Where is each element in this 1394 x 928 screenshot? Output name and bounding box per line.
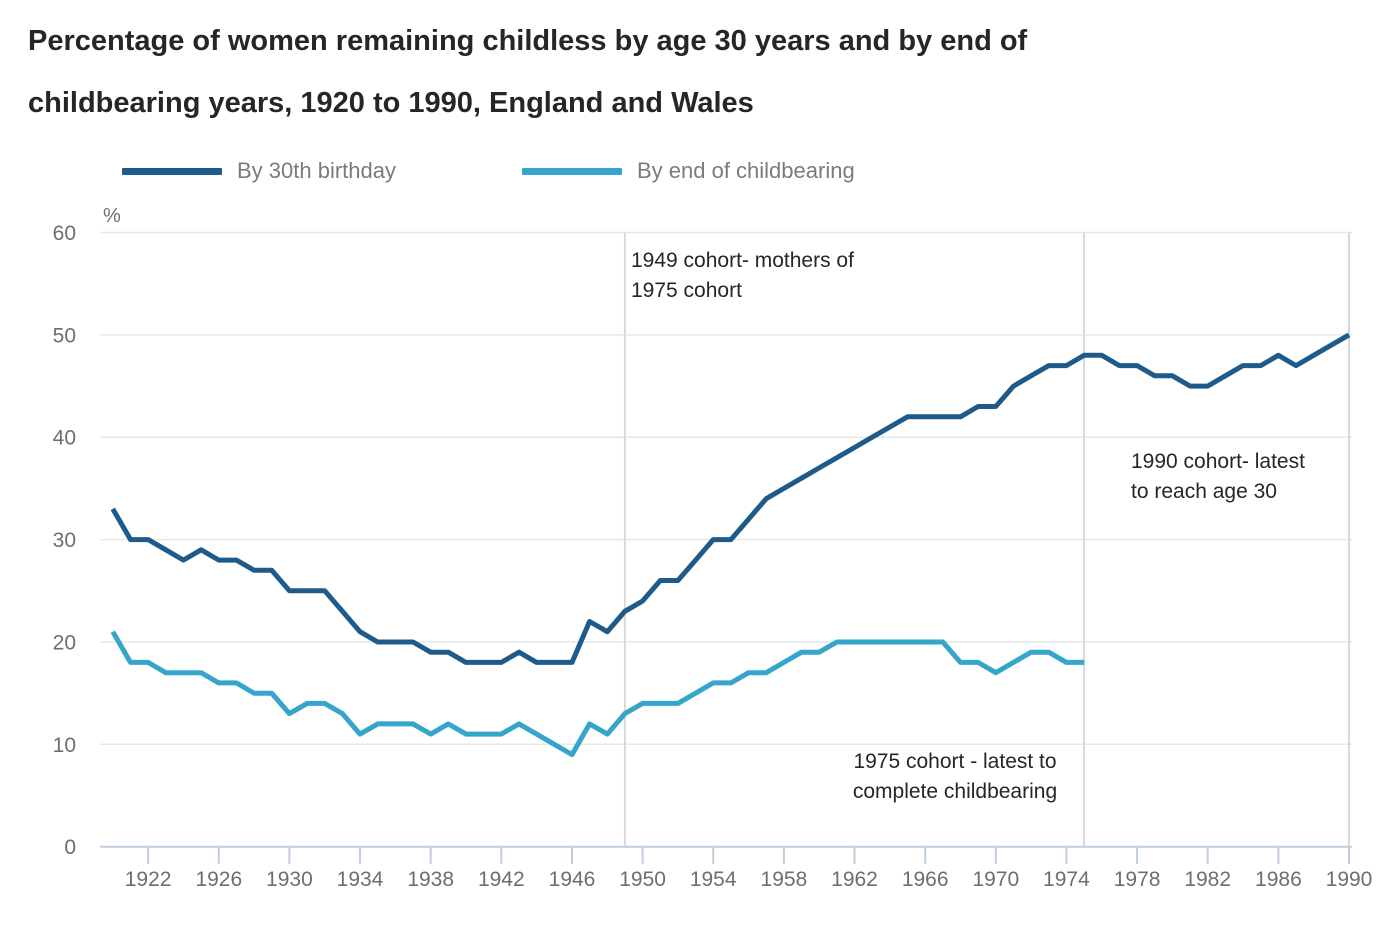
x-axis — [100, 845, 1352, 864]
series-line-by-end-of-childbearing — [110, 630, 1085, 758]
x-tick-label-1926: 1926 — [195, 868, 242, 891]
annotation-1990-line2: to reach age 30 — [1131, 480, 1277, 503]
x-tick-label-1970: 1970 — [972, 868, 1019, 891]
gridlines — [100, 231, 1352, 746]
x-tick-label-1966: 1966 — [902, 868, 949, 891]
y-tick-labels: 0 10 20 30 40 50 60% — [53, 205, 121, 859]
legend-item-by-30th-birthday: By 30th birthday — [122, 158, 396, 184]
y-tick-label-20: 20 — [53, 632, 76, 655]
series-line-by-30th-birthday — [110, 332, 1351, 665]
chart-title-line1: Percentage of women remaining childless … — [28, 25, 1028, 57]
x-tick-label-1954: 1954 — [690, 868, 737, 891]
y-axis-unit-label: % — [103, 205, 121, 227]
annotation-1990-cohort: 1990 cohort- latest to reach age 30 — [1131, 447, 1305, 507]
legend-swatch-by-30th-birthday — [122, 167, 222, 175]
y-tick-label-30: 30 — [53, 529, 76, 552]
y-tick-label-50: 50 — [53, 324, 76, 347]
legend-label-by-end-of-childbearing: By end of childbearing — [636, 158, 855, 183]
y-tick-label-0: 0 — [64, 836, 76, 859]
x-tick-labels: 1922 1926 1930 1934 1938 1942 1946 1950 1954 1958… — [125, 868, 1373, 891]
cohort-marker-lines — [623, 232, 1350, 847]
annotation-1975-line1: 1975 cohort - latest to — [853, 750, 1057, 773]
chart-title: Percentage of women remaining childless … — [28, 10, 1228, 134]
x-tick-label-1946: 1946 — [549, 868, 596, 891]
legend-swatch-by-end-of-childbearing — [521, 167, 622, 175]
chart-title-line2: childbearing years, 1920 to 1990, Englan… — [28, 87, 754, 119]
x-tick-label-1978: 1978 — [1114, 868, 1161, 891]
x-tick-label-1986: 1986 — [1255, 868, 1302, 891]
annotation-1975-cohort: 1975 cohort - latest to complete childbe… — [825, 747, 1085, 807]
legend-label-by-30th-birthday: By 30th birthday — [237, 158, 396, 183]
annotation-1990-line1: 1990 cohort- latest — [1131, 450, 1305, 473]
y-tick-label-10: 10 — [53, 734, 76, 757]
annotation-1949-line1: 1949 cohort- mothers of — [631, 249, 854, 272]
x-tick-label-1958: 1958 — [761, 868, 808, 891]
y-tick-label-60: 60 — [53, 222, 76, 245]
x-tick-label-1934: 1934 — [337, 868, 384, 891]
legend: By 30th birthday By end of childbearing — [122, 158, 855, 184]
x-tick-label-1950: 1950 — [619, 868, 666, 891]
x-tick-label-1974: 1974 — [1043, 868, 1090, 891]
x-tick-label-1938: 1938 — [407, 868, 454, 891]
annotation-1949-cohort: 1949 cohort- mothers of 1975 cohort — [631, 246, 854, 306]
x-tick-label-1990: 1990 — [1326, 868, 1373, 891]
x-tick-label-1942: 1942 — [478, 868, 525, 891]
x-tick-label-1982: 1982 — [1184, 868, 1231, 891]
annotation-1975-line2: complete childbearing — [852, 780, 1058, 803]
legend-item-by-end-of-childbearing: By end of childbearing — [521, 158, 855, 184]
x-tick-label-1922: 1922 — [125, 868, 172, 891]
y-tick-label-40: 40 — [53, 427, 76, 450]
x-tick-label-1962: 1962 — [831, 868, 878, 891]
x-tick-label-1930: 1930 — [266, 868, 313, 891]
annotation-1949-line2: 1975 cohort — [631, 279, 742, 302]
